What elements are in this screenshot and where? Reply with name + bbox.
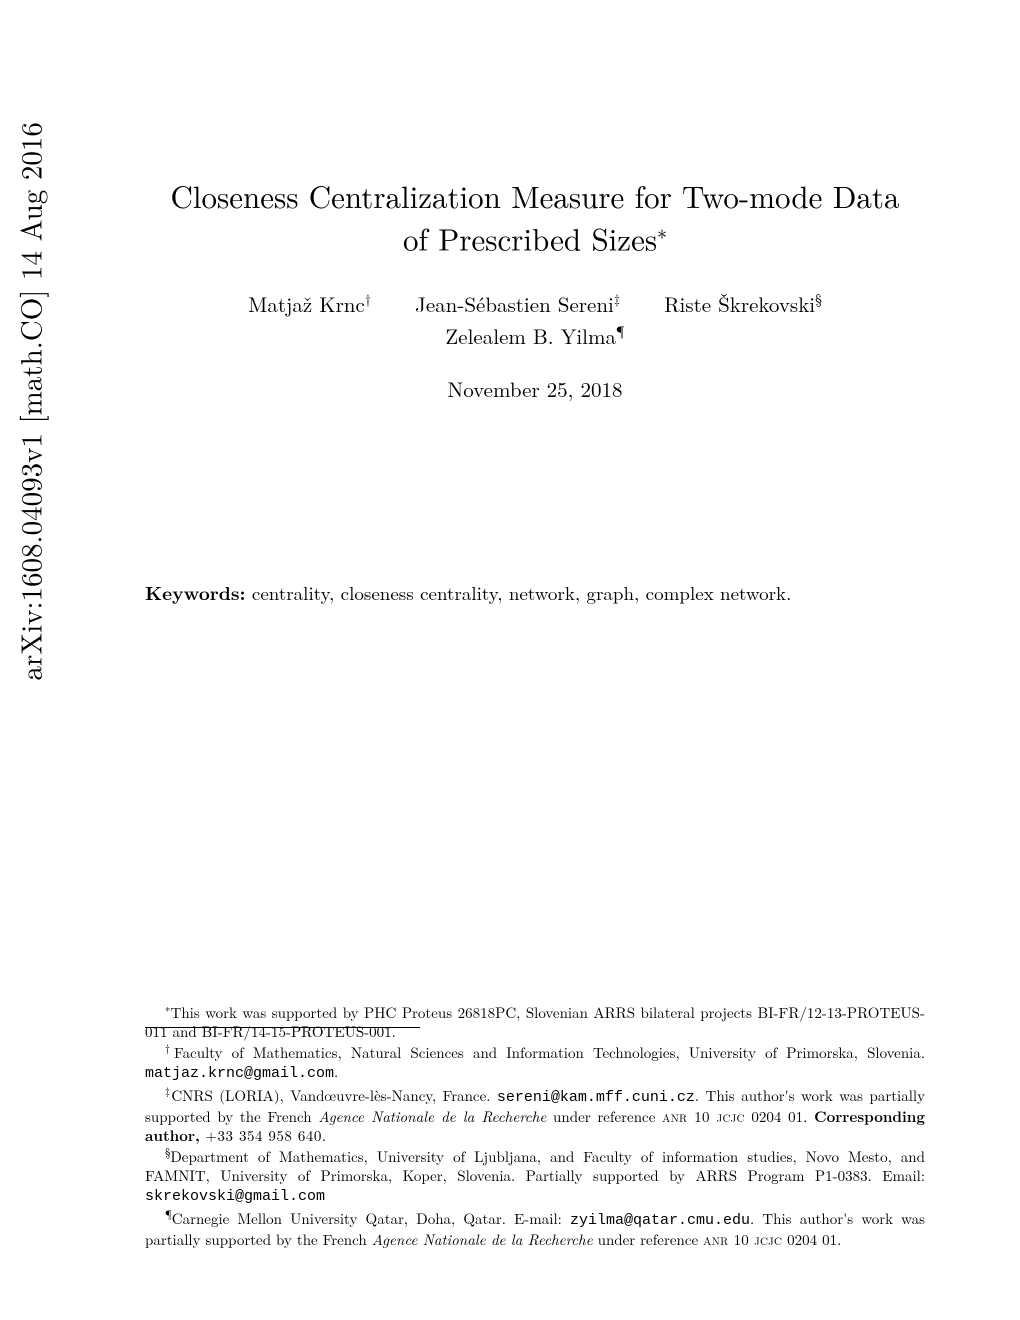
fn-email: sereni@kam.mff.cuni.cz <box>497 1089 695 1106</box>
paper-title: Closeness Centralization Measure for Two… <box>145 175 925 259</box>
arxiv-stamp: arXiv:1608.04093v1 [math.CO] 14 Aug 2016 <box>10 122 51 680</box>
fn-mark: † <box>165 1041 174 1056</box>
fn-mark: ¶ <box>165 1207 172 1222</box>
fn-text: 0204 01. <box>782 1229 841 1250</box>
keywords-label: Keywords: <box>145 578 246 606</box>
fn-text-italic: Agence Nationale de la Recherche <box>318 1106 546 1127</box>
title-line2: of Prescribed Sizes <box>403 215 657 259</box>
fn-text: This work was supported by PHC Proteus 2… <box>145 1002 925 1042</box>
footnote-para: ¶Carnegie Mellon University Qatar, Doha,… <box>145 1208 925 1249</box>
fn-email: zyilma@qatar.cmu.edu <box>570 1212 750 1229</box>
fn-text-sc: anr 10 jcjc <box>703 1229 782 1250</box>
date: November 25, 2018 <box>145 374 925 404</box>
footnotes: ∗This work was supported by PHC Proteus … <box>145 1002 925 1250</box>
footnote-section: §Department of Mathematics, University o… <box>145 1146 925 1207</box>
fn-phone: +33 354 958 640. <box>200 1125 327 1146</box>
fn-text: Carnegie Mellon University Qatar, Doha, … <box>172 1208 570 1229</box>
author-2-mark: ‡ <box>614 289 620 309</box>
authors-block: Matjaž Krnc† Jean-Sébastien Sereni‡ Riste … <box>145 289 925 352</box>
page-content: Closeness Centralization Measure for Two… <box>145 0 925 1320</box>
footnote-dagger: †Faculty of Mathematics, Natural Science… <box>145 1042 925 1083</box>
title-line1: Closeness Centralization Measure for Two… <box>171 173 900 217</box>
fn-text-italic: Agence Nationale de la Recherche <box>372 1229 593 1250</box>
fn-text: Department of Mathematics, University of… <box>145 1146 925 1186</box>
fn-email: skrekovski@gmail.com <box>145 1188 325 1205</box>
fn-text: Faculty of Mathematics, Natural Sciences… <box>174 1042 925 1063</box>
author-1: Matjaž Krnc <box>248 289 365 319</box>
author-3: Riste Škrekovski <box>664 289 815 319</box>
keywords-text: centrality, closeness centrality, networ… <box>246 579 792 606</box>
author-4-mark: ¶ <box>616 321 625 341</box>
author-3-mark: § <box>815 289 822 309</box>
footnote-ddagger: ‡CNRS (LORIA), Vandœuvre-lès-Nancy, Fran… <box>145 1085 925 1146</box>
author-4: Zelealem B. Yilma <box>445 321 616 351</box>
fn-text: under reference <box>593 1229 704 1250</box>
footnote-star: ∗This work was supported by PHC Proteus … <box>145 1002 925 1041</box>
fn-text: CNRS (LORIA), Vandœuvre-lès-Nancy, Franc… <box>171 1085 497 1106</box>
fn-text-sc: anr 10 jcjc <box>662 1106 745 1127</box>
author-1-mark: † <box>365 289 371 309</box>
title-footnote-mark: ∗ <box>657 216 667 245</box>
fn-text: . <box>334 1061 338 1082</box>
keywords: Keywords: centrality, closeness centrali… <box>145 579 925 607</box>
author-2: Jean-Sébastien Sereni <box>415 289 614 319</box>
fn-text: under reference <box>546 1106 662 1127</box>
fn-text: 0204 01. <box>745 1106 814 1127</box>
fn-email: matjaz.krnc@gmail.com <box>145 1065 334 1082</box>
